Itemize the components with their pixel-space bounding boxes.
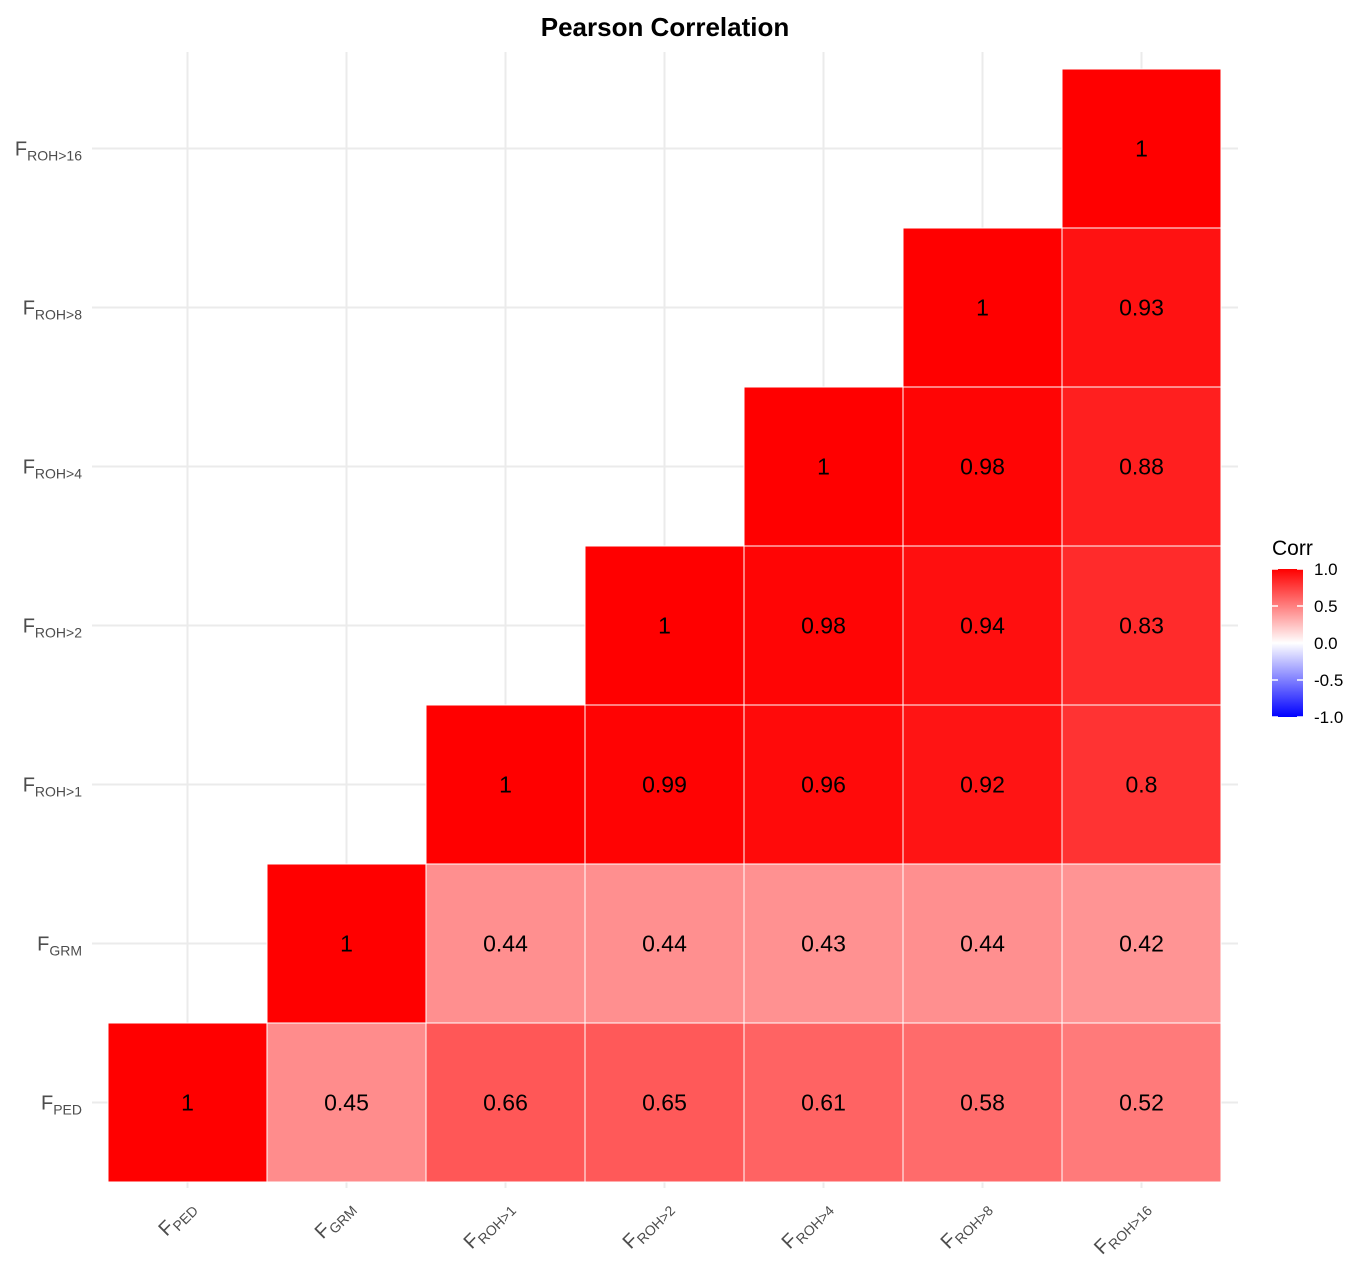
legend-title: Corr [1272, 537, 1313, 560]
heatmap-cell [1061, 1022, 1222, 1183]
x-axis-tick-label: FROH>16 [1090, 1196, 1155, 1261]
heatmap-cell [425, 704, 586, 865]
x-axis-tick-label: FROH>8 [937, 1196, 997, 1256]
heatmap-cell [1061, 227, 1222, 388]
cell-value-label: 1 [1135, 136, 1148, 162]
y-axis-ticks: FPED FGRM FROH>1 FROH>2 FROH>4 FROH>8 FROH>16 [15, 139, 82, 1118]
heatmap-cells [107, 68, 1222, 1183]
cell-value-label: 0.61 [801, 1090, 846, 1116]
heatmap-cell [584, 545, 745, 706]
cell-value-label: 0.58 [960, 1090, 1005, 1116]
cell-value-label: 0.83 [1119, 613, 1164, 639]
y-axis-tick-label: FGRM [37, 934, 82, 959]
legend-tick-label: 1.0 [1314, 560, 1338, 579]
cell-value-label: 0.42 [1119, 931, 1164, 957]
cell-value-label: 0.92 [960, 772, 1005, 798]
heatmap-cell [1061, 704, 1222, 865]
heatmap-cell [743, 863, 904, 1024]
y-axis-tick-label: FROH>8 [23, 298, 83, 323]
x-axis-tick-label: FGRM [311, 1196, 360, 1245]
x-axis-tick-label: FROH>2 [619, 1196, 679, 1256]
cell-value-label: 1 [499, 772, 512, 798]
heatmap-cell [1061, 386, 1222, 547]
y-axis-tick-label: FROH>16 [15, 139, 82, 164]
cell-value-label: 0.65 [642, 1090, 687, 1116]
heatmap-cell [902, 863, 1063, 1024]
chart-title: Pearson Correlation [541, 12, 790, 42]
heatmap-cell [584, 863, 745, 1024]
heatmap-cell [902, 545, 1063, 706]
heatmap-cell [743, 704, 904, 865]
heatmap-cell [902, 704, 1063, 865]
legend-tick-label: 0.5 [1314, 597, 1338, 616]
x-axis-tick-label: FPED [154, 1196, 201, 1243]
cell-value-label: 0.52 [1119, 1090, 1164, 1116]
heatmap-cell [266, 863, 427, 1024]
heatmap-cell [1061, 863, 1222, 1024]
cell-value-label: 0.44 [642, 931, 687, 957]
cell-value-label: 0.44 [960, 931, 1005, 957]
cell-value-label: 0.43 [801, 931, 846, 957]
heatmap-cell [902, 386, 1063, 547]
y-axis-tick-label: FROH>1 [23, 775, 83, 800]
cell-value-label: 0.94 [960, 613, 1005, 639]
heatmap-cell [902, 227, 1063, 388]
cell-value-label: 1 [181, 1090, 194, 1116]
heatmap-cell [743, 386, 904, 547]
color-legend: Corr 1.0 0.5 0.0 -0.5 -1.0 [1272, 537, 1343, 727]
heatmap-cell [743, 545, 904, 706]
legend-tick-label: -1.0 [1314, 708, 1343, 727]
cell-value-labels: 1 0.45 0.66 0.65 0.61 0.58 0.52 1 0.44 0.44 0.43 0.… [181, 136, 1164, 1116]
cell-value-label: 0.44 [483, 931, 528, 957]
legend-tick-label: 0.0 [1314, 634, 1338, 653]
cell-value-label: 0.45 [324, 1090, 369, 1116]
y-axis-tick-label: FROH>2 [23, 616, 83, 641]
heatmap-cell [425, 863, 586, 1024]
cell-value-label: 1 [340, 931, 353, 957]
y-axis-tick-label: FPED [41, 1093, 82, 1118]
legend-tick-label: -0.5 [1314, 671, 1343, 690]
heatmap-cell [743, 1022, 904, 1183]
y-axis-tick-label: FROH>4 [23, 457, 83, 482]
heatmap-cell [1061, 545, 1222, 706]
x-axis-tick-label: FROH>4 [778, 1196, 838, 1256]
x-axis-ticks: FPED FGRM FROH>1 FROH>2 FROH>4 FROH>8 FROH>16 [154, 1196, 1155, 1261]
cell-value-label: 0.66 [483, 1090, 528, 1116]
heatmap-cell [902, 1022, 1063, 1183]
cell-value-label: 1 [658, 613, 671, 639]
cell-value-label: 1 [976, 295, 989, 321]
cell-value-label: 0.98 [801, 613, 846, 639]
heatmap-cell [425, 1022, 586, 1183]
cell-value-label: 0.93 [1119, 295, 1164, 321]
cell-value-label: 0.99 [642, 772, 687, 798]
cell-value-label: 0.88 [1119, 454, 1164, 480]
cell-value-label: 0.96 [801, 772, 846, 798]
cell-value-label: 1 [817, 454, 830, 480]
cell-value-label: 0.8 [1126, 772, 1158, 798]
x-axis-tick-label: FROH>1 [460, 1196, 520, 1256]
heatmap-cell [1061, 68, 1222, 229]
cell-value-label: 0.98 [960, 454, 1005, 480]
heatmap-cell [584, 704, 745, 865]
